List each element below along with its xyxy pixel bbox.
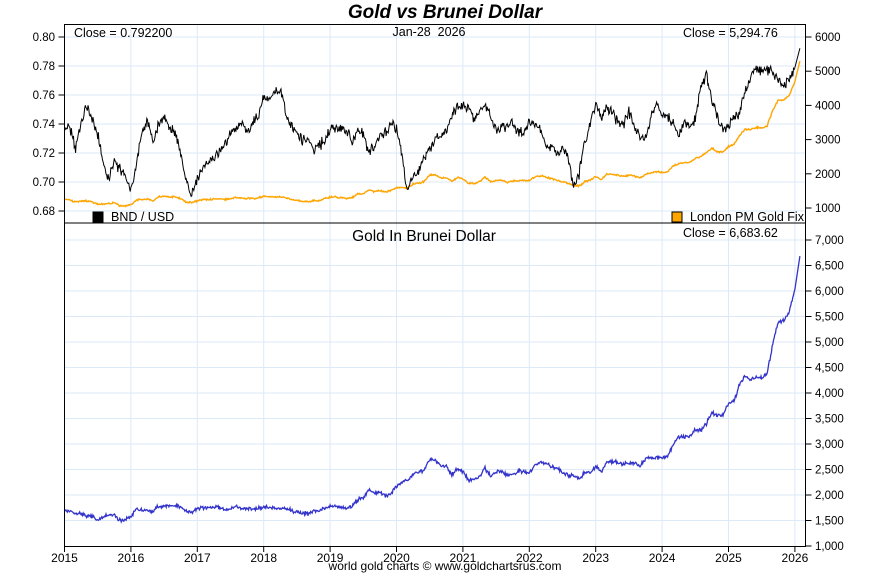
bnd-usd-legend: BND / USD <box>92 210 174 224</box>
left-axis-tick-label: 0.72 <box>33 148 55 160</box>
right-axis-tick-label: 5,500 <box>815 312 844 324</box>
left-axis-tick-label: 0.74 <box>33 119 56 131</box>
gold-bnd-close-annotation: Close = 6,683.62 <box>683 226 778 240</box>
x-axis-tick-label: 2024 <box>649 551 676 565</box>
right-axis-tick-label: 3,000 <box>815 439 844 451</box>
gold-fix-legend-swatch <box>671 211 683 223</box>
right-axis-tick-label: 7,000 <box>815 235 844 247</box>
x-axis-tick-label: 2016 <box>118 551 145 565</box>
left-axis-tick-label: 0.80 <box>33 32 55 44</box>
right-axis-tick-label: 6,000 <box>815 286 844 298</box>
right-axis-tick-label: 4,000 <box>815 388 844 400</box>
bnd-usd-line <box>65 48 801 198</box>
gridlines <box>65 25 805 546</box>
right-axis-tick-label: 5,000 <box>815 337 844 349</box>
bottom-panel-title: Gold In Brunei Dollar <box>352 228 496 245</box>
x-axis-tick-label: 2015 <box>51 551 78 565</box>
left-axis-tick-label: 0.68 <box>33 206 55 218</box>
right-axis-tick-label: 3000 <box>815 135 841 147</box>
left-axis-tick-label: 0.78 <box>33 61 55 73</box>
right-axis-tick-label: 1,500 <box>815 516 844 528</box>
date-annotation: Jan-28 2026 <box>393 25 466 39</box>
bnd-usd-legend-swatch <box>92 211 104 223</box>
bnd-close-annotation: Close = 0.792200 <box>74 26 172 40</box>
right-axis-tick-label: 1000 <box>815 203 841 215</box>
x-axis-tick-label: 2025 <box>715 551 742 565</box>
data-series <box>65 48 801 524</box>
x-axis-tick-label: 2018 <box>250 551 277 565</box>
chart-title: Gold vs Brunei Dollar <box>348 2 544 23</box>
x-axis-tick-label: 2020 <box>383 551 410 565</box>
gold-fix-legend-label: London PM Gold Fix <box>690 210 805 224</box>
london-pm-gold-fix-legend: London PM Gold Fix <box>671 210 805 224</box>
gold-in-brunei-dollar-line <box>65 256 801 524</box>
right-axis-tick-label: 4000 <box>815 100 841 112</box>
x-axis-tick-label: 2023 <box>582 551 609 565</box>
right-axis-tick-label: 2,500 <box>815 465 844 477</box>
right-axis-tick-label: 4,500 <box>815 363 844 375</box>
left-axis-tick-label: 0.70 <box>33 177 55 189</box>
x-axis-tick-label: 2026 <box>782 551 809 565</box>
right-axis-tick-label: 5000 <box>815 66 841 78</box>
x-axis-tick-label: 2017 <box>184 551 211 565</box>
gold-close-annotation: Close = 5,294.76 <box>683 26 778 40</box>
x-axis-tick-label: 2019 <box>317 551 344 565</box>
x-axis-tick-label: 2022 <box>516 551 543 565</box>
right-axis-tick-label: 2,000 <box>815 490 844 502</box>
right-axis-tick-label: 6000 <box>815 32 841 44</box>
right-axis-tick-label: 2000 <box>815 169 841 181</box>
london-pm-gold-fix-line <box>65 60 801 208</box>
left-axis-tick-label: 0.76 <box>33 90 55 102</box>
footer-credit: world gold charts © www.goldchartsrus.co… <box>328 559 562 573</box>
panel-frames <box>64 24 806 547</box>
right-axis-tick-label: 1,000 <box>815 541 844 553</box>
axis-ticks-and-labels: 0.80 0.78 0.76 0.74 0.72 0.70 0.68 6000 5000 4000… <box>33 32 844 565</box>
x-axis-tick-label: 2021 <box>450 551 477 565</box>
bnd-usd-legend-label: BND / USD <box>111 210 174 224</box>
bottom-panel-frame <box>64 222 806 547</box>
right-axis-tick-label: 6,500 <box>815 261 844 273</box>
right-axis-tick-label: 3,500 <box>815 414 844 426</box>
